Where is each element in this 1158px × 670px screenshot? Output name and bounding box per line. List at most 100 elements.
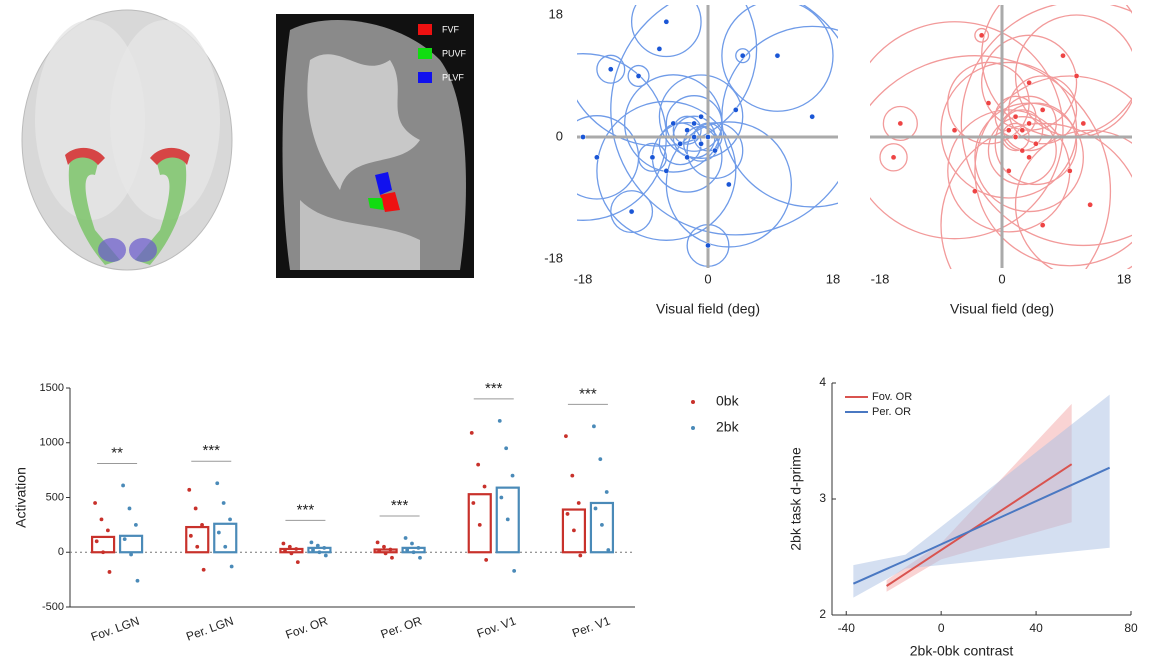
data-point: [388, 547, 393, 552]
receptive-field: [735, 48, 751, 64]
receptive-field: [947, 61, 1030, 145]
data-point: [576, 501, 581, 505]
center-point: [1039, 222, 1046, 228]
x-tick-label: Per. V1: [570, 614, 612, 641]
x-tick-label: 0: [704, 271, 711, 286]
x-tick-label: Per. OR: [379, 614, 424, 642]
center-point: [1012, 134, 1019, 140]
receptive-field: [610, 190, 654, 234]
y-tick-label: -18: [544, 250, 563, 265]
bar: [213, 522, 238, 554]
center-point: [684, 154, 691, 161]
data-point: [311, 548, 315, 552]
data-point: [105, 528, 110, 533]
x-tick-label: 40: [1029, 621, 1043, 635]
center-point: [1073, 73, 1080, 79]
center-point: [725, 181, 732, 188]
bar: [589, 501, 615, 554]
bar: [118, 534, 144, 554]
data-point: [512, 568, 517, 573]
data-point: [188, 533, 193, 538]
data-point: [390, 555, 394, 560]
receptive-field: [882, 105, 918, 142]
significance-label: ***: [579, 385, 597, 402]
data-point: [122, 537, 127, 542]
y-axis-label: Activation: [13, 467, 29, 528]
data-point: [107, 570, 112, 574]
center-point: [978, 32, 985, 39]
receptive-field: [870, 21, 1064, 240]
data-point: [309, 540, 314, 545]
data-point: [294, 547, 299, 551]
y-tick-label: 3: [819, 491, 826, 505]
center-point: [972, 188, 978, 195]
receptive-field: [630, 5, 702, 58]
data-point: [187, 487, 192, 492]
x-tick-label: Fov. OR: [284, 614, 330, 642]
data-point: [281, 541, 286, 546]
data-point: [593, 506, 598, 511]
bar: [185, 525, 210, 554]
center-point: [1080, 120, 1087, 127]
data-point: [383, 551, 388, 556]
data-point: [565, 512, 570, 516]
center-point: [890, 154, 897, 161]
center-point: [712, 147, 718, 154]
center-point: [1039, 107, 1046, 113]
data-point: [510, 473, 515, 478]
data-point: [223, 544, 228, 549]
x-axis-label: 2bk-0bk contrast: [910, 643, 1014, 659]
center-point: [663, 18, 670, 25]
data-point: [564, 434, 568, 439]
significance-label: ***: [485, 380, 503, 397]
significance-label: **: [111, 444, 123, 461]
center-point: [1019, 147, 1026, 154]
data-point: [598, 457, 603, 462]
data-point: [315, 543, 320, 548]
confidence-band: [853, 394, 1110, 598]
x-tick-label: Fov. V1: [475, 614, 518, 641]
center-point: [677, 140, 684, 147]
data-point: [93, 501, 97, 505]
legend-swatch: [418, 48, 432, 59]
center-point: [1019, 127, 1026, 134]
x-tick-label: 80: [1124, 621, 1138, 635]
data-point: [416, 545, 421, 550]
y-tick-label: -500: [42, 601, 64, 613]
data-point: [405, 548, 410, 552]
receptive-field: [987, 116, 1057, 186]
center-point: [691, 120, 697, 127]
legend-label: PUVF: [442, 48, 467, 58]
data-point: [129, 552, 133, 557]
x-tick-label: 0: [998, 271, 1005, 286]
y-tick-label: 2: [819, 607, 826, 621]
y-tick-label: 18: [549, 6, 563, 21]
bar: [561, 508, 587, 554]
data-point: [382, 544, 386, 549]
data-point: [471, 501, 476, 505]
center-point: [670, 120, 677, 127]
legend-label: FVF: [442, 24, 460, 34]
receptive-field: [665, 121, 792, 248]
data-point: [604, 490, 609, 494]
x-axis-label: Visual field (deg): [950, 301, 1054, 317]
x-tick-label: 18: [1117, 271, 1131, 286]
data-point: [476, 462, 481, 467]
data-point: [317, 550, 322, 555]
legend-swatch: [418, 24, 432, 35]
regression-line: [886, 463, 1073, 587]
receptive-field: [974, 27, 990, 43]
data-point: [572, 528, 576, 533]
bar: [90, 535, 116, 554]
data-point: [195, 544, 200, 549]
data-point: [216, 530, 221, 535]
data-point: [221, 501, 226, 505]
bar: [495, 486, 520, 554]
data-point: [497, 418, 502, 423]
bar: [467, 493, 492, 554]
data-point: [403, 536, 408, 540]
data-point: [377, 549, 382, 554]
receptive-field: [627, 64, 650, 88]
significance-label: ***: [391, 497, 409, 514]
